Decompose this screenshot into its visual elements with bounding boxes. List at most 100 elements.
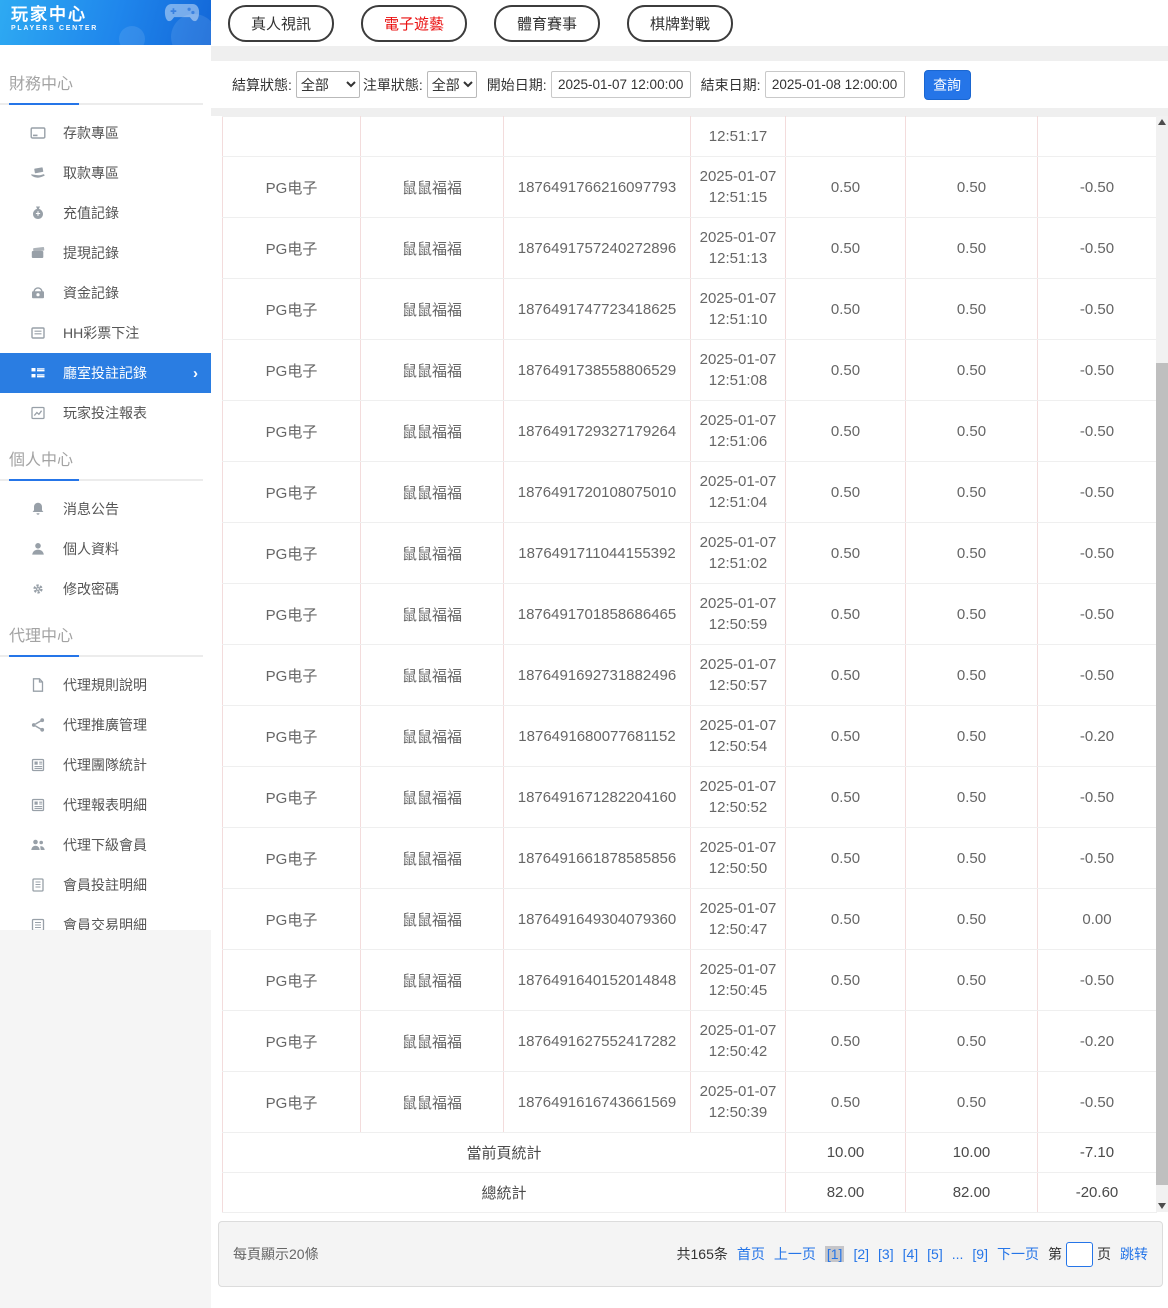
table-row: PG电子 鼠鼠福福 1876491757240272896 2025-01-07… (222, 217, 1157, 279)
cell-vendor: PG电子 (222, 278, 361, 340)
cell-game: 鼠鼠福福 (360, 949, 504, 1011)
cell-bet-amount: 0.50 (785, 766, 906, 828)
pagination-bar: 每頁顯示20條 共165条 首页 上一页 [1] [2] [3] [4] [5]… (218, 1221, 1163, 1287)
sidebar-item[interactable]: 會員交易明細 (0, 905, 211, 945)
cell-datetime: 2025-01-07 12:50:57 (690, 644, 786, 706)
withdraw-hand-icon (29, 165, 46, 182)
sidebar-item-label: 修改密碼 (63, 581, 119, 597)
cell-game: 鼠鼠福福 (360, 583, 504, 645)
sidebar-item[interactable]: 代理團隊統計 (0, 745, 211, 785)
settle-status-label: 結算狀態: (232, 76, 292, 93)
first-page-link[interactable]: 首页 (736, 1246, 765, 1262)
sidebar-item[interactable]: 代理報表明細 (0, 785, 211, 825)
page-number-link[interactable]: [9] (972, 1246, 988, 1262)
cell-order-id: 1876491627552417282 (503, 1010, 691, 1072)
table-row: PG电子 鼠鼠福福 1876491711044155392 2025-01-07… (222, 522, 1157, 584)
next-page-link[interactable]: 下一页 (997, 1246, 1039, 1262)
total-count-text: 共165条 (676, 1246, 728, 1262)
cell-datetime: 2025-01-07 12:50:50 (690, 827, 786, 889)
sidebar-item-label: 廳室投註記錄 (63, 365, 147, 381)
table-row: PG电子 鼠鼠福福 1876491701858686465 2025-01-07… (222, 583, 1157, 645)
sidebar-item[interactable]: 玩家投注報表 (0, 393, 211, 433)
cell-order-id: 1876491738558806529 (503, 339, 691, 401)
cell-game: 鼠鼠福福 (360, 1071, 504, 1133)
sidebar-item[interactable]: 代理推廣管理 (0, 705, 211, 745)
logo-decor-circle (119, 26, 145, 45)
order-status-select[interactable]: 全部 (426, 71, 477, 98)
cell-winloss: -0.50 (1037, 522, 1157, 584)
sidebar-item-label: 會員投註明細 (63, 877, 147, 893)
sidebar-item[interactable]: 代理規則說明 (0, 665, 211, 705)
bet-records-table-panel: 12:51:17 PG电子 鼠鼠福福 1876491766216097793 2… (211, 116, 1168, 1213)
cell-vendor: PG电子 (222, 827, 361, 889)
page-number-link[interactable]: [4] (902, 1246, 919, 1262)
sidebar-item[interactable]: 消息公告 (0, 489, 211, 529)
user-icon (29, 541, 46, 558)
settle-status-select[interactable]: 全部 (295, 71, 360, 98)
sidebar-section-items: 代理規則說明 代理推廣管理 代理團隊統計 代理報表明細 代理下級會員 會員投註明… (0, 665, 211, 945)
scrollbar-thumb[interactable] (1156, 363, 1168, 1185)
sidebar-item-label: 取款專區 (63, 165, 119, 181)
cell-winloss: -0.50 (1037, 339, 1157, 401)
game-category-tab[interactable]: 棋牌對戰 (627, 4, 734, 42)
sidebar-item[interactable]: 代理下級會員 (0, 825, 211, 865)
cell-vendor: PG电子 (222, 217, 361, 279)
cell-valid-amount: 0.50 (905, 644, 1038, 706)
table-row-partial: 12:51:17 (222, 116, 1157, 157)
table-row: PG电子 鼠鼠福福 1876491616743661569 2025-01-07… (222, 1071, 1157, 1133)
sidebar-item[interactable]: 廳室投註記錄 › (0, 353, 211, 393)
sidebar-section: 個人中心 消息公告 個人資料 修改密碼 (0, 446, 211, 609)
cell-valid-amount: 0.50 (905, 827, 1038, 889)
scroll-up-arrow-icon[interactable] (1156, 116, 1168, 128)
jump-button[interactable]: 跳转 (1120, 1246, 1148, 1262)
cell-game: 鼠鼠福福 (360, 766, 504, 828)
sidebar-item[interactable]: 修改密碼 (0, 569, 211, 609)
page-jump-input[interactable] (1066, 1241, 1093, 1267)
sidebar-item[interactable]: 充值記錄 (0, 193, 211, 233)
funds-icon (29, 285, 46, 302)
cell-valid-amount: 0.50 (905, 156, 1038, 218)
cell-bet-amount: 0.50 (785, 949, 906, 1011)
table-row: PG电子 鼠鼠福福 1876491680077681152 2025-01-07… (222, 705, 1157, 767)
end-date-input[interactable] (764, 71, 905, 98)
cell-game: 鼠鼠福福 (360, 339, 504, 401)
sidebar-item[interactable]: 個人資料 (0, 529, 211, 569)
game-category-tab[interactable]: 電子遊藝 (361, 4, 468, 42)
start-date-label: 開始日期: (486, 76, 547, 93)
cell-vendor: PG电子 (222, 400, 361, 462)
cell-order-id: 1876491757240272896 (503, 217, 691, 279)
bet-detail-icon (29, 877, 46, 894)
cell-order-id: 1876491766216097793 (503, 156, 691, 218)
vertical-scrollbar[interactable] (1156, 116, 1168, 1212)
sidebar-item[interactable]: 取款專區 (0, 153, 211, 193)
page-jump-group: 第 页 (1048, 1241, 1111, 1267)
cell-bet-amount: 0.50 (785, 705, 906, 767)
sidebar-item[interactable]: HH彩票下注 (0, 313, 211, 353)
cell-bet-amount: 0.50 (785, 888, 906, 950)
page-links: [1] [2] [3] [4] [5] ... [9] (824, 1246, 988, 1262)
start-date-input[interactable] (550, 71, 691, 98)
sidebar-item[interactable]: 會員投註明細 (0, 865, 211, 905)
cell-winloss: -0.50 (1037, 583, 1157, 645)
page-number-link[interactable]: [5] (927, 1246, 943, 1262)
query-button[interactable]: 查詢 (923, 69, 971, 100)
cell-datetime: 2025-01-07 12:51:06 (690, 400, 786, 462)
cell-order-id: 1876491692731882496 (503, 644, 691, 706)
page-number-link[interactable]: [2] (853, 1246, 870, 1262)
page-number-link[interactable]: [3] (878, 1246, 894, 1262)
scroll-down-arrow-icon[interactable] (1156, 1200, 1168, 1212)
game-category-tab[interactable]: 體育賽事 (494, 4, 601, 42)
prev-page-link[interactable]: 上一页 (773, 1246, 816, 1262)
game-category-tab[interactable]: 真人視訊 (228, 4, 335, 42)
sidebar-bottom-fill (0, 930, 211, 1308)
cell-winloss: -0.50 (1037, 217, 1157, 279)
page-number-link[interactable]: ... (951, 1246, 964, 1262)
sidebar-item[interactable]: 存款專區 (0, 113, 211, 153)
cell-bet-amount: 0.50 (785, 1071, 906, 1133)
page-number-link[interactable]: [1] (824, 1246, 845, 1262)
filter-bar: 結算狀態: 全部 注單狀態: 全部 開始日期: 結束日期: 查詢 (211, 61, 1168, 108)
sidebar-item[interactable]: 資金記錄 (0, 273, 211, 313)
cell-datetime: 2025-01-07 12:51:15 (690, 156, 786, 218)
sidebar-item[interactable]: 提現記錄 (0, 233, 211, 273)
cell-bet-amount: 0.50 (785, 339, 906, 401)
